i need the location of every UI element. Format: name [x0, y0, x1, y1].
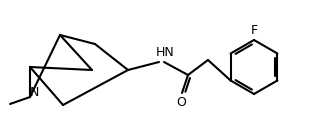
Text: F: F [251, 23, 258, 37]
Text: N: N [29, 86, 39, 98]
Text: HN: HN [156, 46, 174, 58]
Text: O: O [176, 95, 186, 109]
